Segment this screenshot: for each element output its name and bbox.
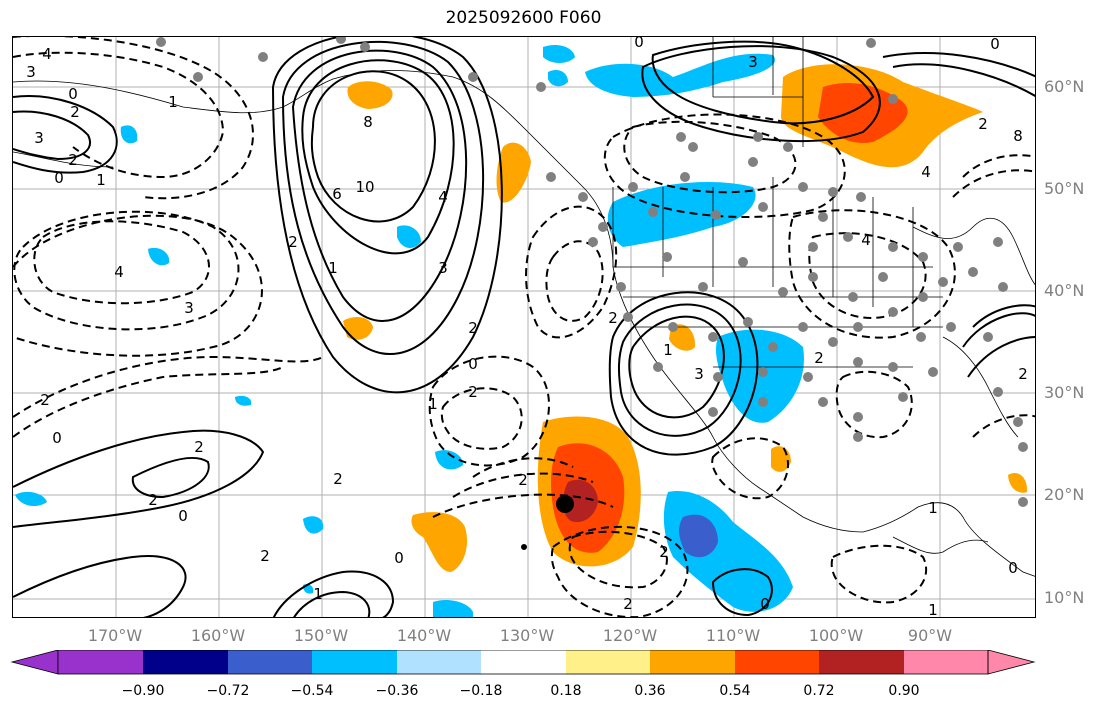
contour-label: 0 xyxy=(1008,559,1018,577)
contour-label: 3 xyxy=(438,259,448,277)
map-svg: 4 3 2 0 1 2 3 0 1 8 10 6 4 3 2 2 1 4 3 2… xyxy=(13,37,1035,618)
contour-label: 4 xyxy=(42,45,52,63)
contour-label: 0 xyxy=(54,169,64,187)
contour-label: 1 xyxy=(313,585,323,603)
small-marker xyxy=(521,544,527,550)
lon-label-110w: 110°W xyxy=(705,626,761,645)
contour-label: 3 xyxy=(26,63,36,81)
contour-label: 1 xyxy=(428,395,438,413)
colorbar-tick: 0.54 xyxy=(719,683,751,699)
colorbar-segment xyxy=(735,650,819,674)
colorbar-tick: −0.90 xyxy=(121,683,165,699)
contour-label: 0 xyxy=(760,595,770,613)
lon-label-170w: 170°W xyxy=(87,626,143,645)
contour-label: 0 xyxy=(990,37,1000,53)
contour-label: 2 xyxy=(814,349,824,367)
contour-label: 2 xyxy=(518,471,528,489)
contour-label: 2 xyxy=(194,438,204,456)
contour-label: 3 xyxy=(184,299,194,317)
lat-label-60n: 60°N xyxy=(1044,77,1085,96)
contour-label: 0 xyxy=(52,429,62,447)
contour-label: 2 xyxy=(468,319,478,337)
colorbar-tick: −0.72 xyxy=(206,683,250,699)
contour-label: 0 xyxy=(178,507,188,525)
contour-label: 2 xyxy=(288,233,298,251)
lon-label-160w: 160°W xyxy=(190,626,246,645)
feature-marker xyxy=(556,495,574,513)
contour-label: 3 xyxy=(34,129,44,147)
positive-contours xyxy=(13,37,1035,617)
colorbar-extend-min xyxy=(10,650,59,675)
colorbar-segment xyxy=(312,650,397,674)
colorbar-tick: 0.18 xyxy=(550,683,582,699)
contour-label: 2 xyxy=(40,391,50,409)
colorbar-segment xyxy=(481,650,566,674)
contour-label: 4 xyxy=(114,263,124,281)
contour-label: 4 xyxy=(438,188,448,206)
contour-label: 0 xyxy=(634,37,644,51)
lon-label-150w: 150°W xyxy=(293,626,349,645)
contour-label: 1 xyxy=(928,499,938,517)
contour-label: 2 xyxy=(148,491,158,509)
contour-label: 2 xyxy=(333,470,343,488)
contour-label: 2 xyxy=(608,309,618,327)
map-title: 2025092600 F060 xyxy=(445,8,602,28)
colorbar-segment xyxy=(904,650,988,674)
contour-label: 2 xyxy=(260,547,270,565)
colorbar-tick: −0.18 xyxy=(459,683,503,699)
negative-contours xyxy=(13,37,1035,617)
colorbar-tick: −0.54 xyxy=(290,683,334,699)
contour-label: 3 xyxy=(694,365,704,383)
colorbar-tick: 0.90 xyxy=(888,683,920,699)
colorbar-segment xyxy=(819,650,904,674)
lat-label-40n: 40°N xyxy=(1044,281,1085,300)
colorbar-segment xyxy=(650,650,735,674)
contour-label: 1 xyxy=(663,341,673,359)
contour-label: 2 xyxy=(70,103,80,121)
lon-label-140w: 140°W xyxy=(396,626,452,645)
contour-label: 1 xyxy=(328,259,338,277)
contour-label: 2 xyxy=(1018,365,1028,383)
lat-label-10n: 10°N xyxy=(1044,588,1085,607)
contour-label: 2 xyxy=(68,151,78,169)
station-markers xyxy=(156,37,1028,507)
colorbar-extend-max xyxy=(987,650,1036,675)
colorbar-segment xyxy=(228,650,312,674)
contour-label: 10 xyxy=(355,178,374,196)
contour-label: 8 xyxy=(1013,127,1023,145)
contour-label: 2 xyxy=(623,595,633,613)
lon-label-90w: 90°W xyxy=(907,626,953,645)
contour-label: 4 xyxy=(861,231,871,249)
negative-shading xyxy=(15,45,804,617)
contour-label: 1 xyxy=(168,93,178,111)
lat-label-30n: 30°N xyxy=(1044,383,1085,402)
colorbar-tick: 0.36 xyxy=(634,683,666,699)
contour-label: 2 xyxy=(978,115,988,133)
colorbar-segment xyxy=(58,650,143,674)
contour-label: 6 xyxy=(332,185,342,203)
colorbar-tick: 0.72 xyxy=(803,683,835,699)
lon-label-100w: 100°W xyxy=(808,626,864,645)
contour-label: 0 xyxy=(68,85,78,103)
contour-label: 4 xyxy=(921,163,931,181)
contour-label: 3 xyxy=(748,53,758,71)
colorbar-segment xyxy=(143,650,228,674)
colorbar-segment xyxy=(397,650,481,674)
contour-label: 0 xyxy=(468,355,478,373)
lon-label-130w: 130°W xyxy=(499,626,555,645)
colorbar-segment xyxy=(566,650,650,674)
contour-labels: 4 3 2 0 1 2 3 0 1 8 10 6 4 3 2 2 1 4 3 2… xyxy=(26,37,1028,618)
contour-label: 8 xyxy=(363,113,373,131)
contour-label: 0 xyxy=(394,549,404,567)
contour-label: 1 xyxy=(96,171,106,189)
colorbar-tick: −0.36 xyxy=(375,683,419,699)
contour-label: 1 xyxy=(928,601,938,618)
colorbar xyxy=(10,650,1036,675)
lat-label-20n: 20°N xyxy=(1044,485,1085,504)
map-plot-area: 4 3 2 0 1 2 3 0 1 8 10 6 4 3 2 2 1 4 3 2… xyxy=(12,36,1036,618)
contour-label: 2 xyxy=(659,543,669,561)
lon-label-120w: 120°W xyxy=(602,626,658,645)
lat-label-50n: 50°N xyxy=(1044,179,1085,198)
contour-label: 2 xyxy=(468,383,478,401)
